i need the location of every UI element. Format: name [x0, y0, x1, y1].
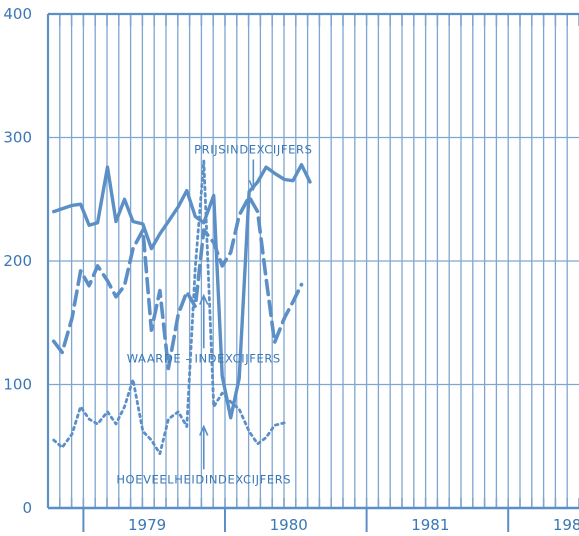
annotation-label: PRIJSINDEXCIJFERS [194, 143, 312, 157]
annotation-label: WAARDE - INDEXCIJFERS [127, 351, 281, 365]
x-tick-label: 1980 [270, 516, 308, 534]
x-tick-label: 1979 [128, 516, 166, 534]
annotations: PRIJSINDEXCIJFERS WAARDE - INDEXCIJFERS HO… [116, 143, 312, 487]
grid [47, 13, 579, 508]
series-line [51, 195, 304, 371]
y-tick-label: 0 [22, 499, 32, 517]
x-tick-label: 1981 [411, 516, 449, 534]
annotation-arrowhead [248, 180, 259, 192]
y-axis-tick-labels: 0 100 200 300 400 [3, 5, 32, 517]
y-tick-label: 300 [3, 129, 32, 147]
y-tick-label: 400 [3, 5, 32, 23]
y-tick-label: 200 [3, 252, 32, 270]
series-lines [51, 159, 312, 456]
series-line [52, 159, 286, 456]
annotation-arrowhead [199, 293, 209, 305]
annotation-label: HOEVEELHEIDINDEXCIJFERS [116, 472, 291, 486]
x-tick-label: 1982 [553, 516, 579, 534]
annotation-arrowhead [199, 424, 209, 436]
axes [46, 12, 579, 532]
series-line [52, 162, 312, 420]
y-tick-label: 100 [3, 376, 32, 394]
x-axis-tick-labels: 1979 1980 1981 1982 [128, 516, 579, 534]
